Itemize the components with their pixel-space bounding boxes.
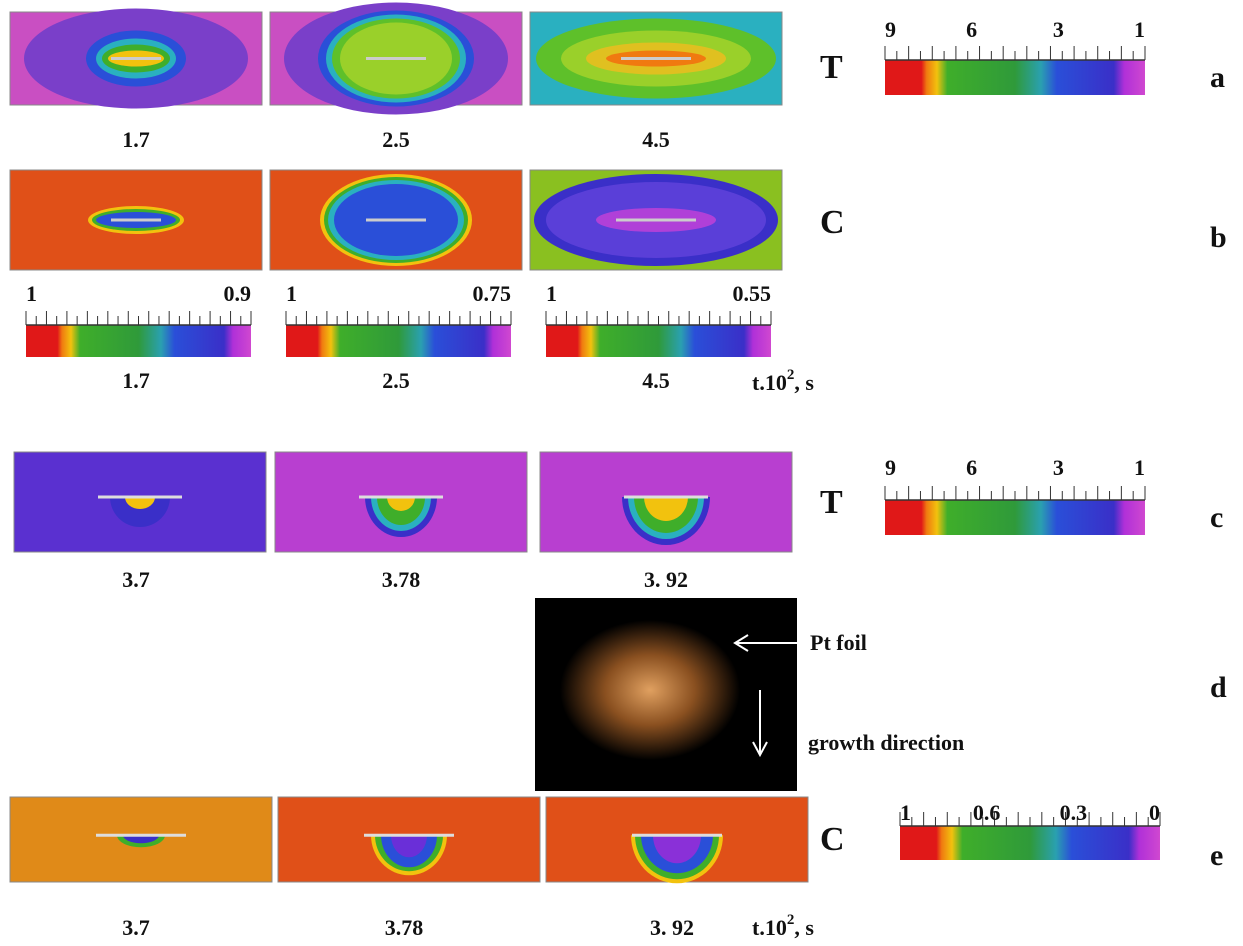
time-label: 2.5 — [382, 368, 410, 393]
scale-label: 0.3 — [1060, 800, 1088, 825]
annotation: growth direction — [808, 730, 964, 755]
crystal — [560, 620, 740, 760]
time-label: 1.7 — [122, 127, 150, 152]
contour — [653, 835, 701, 864]
unit-base: t.10 — [752, 915, 787, 940]
contour — [644, 497, 688, 521]
unit-base: t.10 — [752, 370, 787, 395]
colorbar — [885, 60, 1145, 95]
unit-exp: 2 — [787, 367, 795, 383]
colorbar — [26, 325, 251, 357]
unit-exp: 2 — [787, 912, 795, 928]
time-label: 3.7 — [122, 567, 150, 592]
scale-label: 0.9 — [224, 281, 252, 306]
panel-label: c — [1210, 501, 1223, 534]
symbol: C — [820, 821, 845, 858]
panel-label: e — [1210, 839, 1223, 872]
contour — [110, 497, 170, 527]
contour — [123, 835, 159, 844]
colorbar — [546, 325, 771, 357]
scale-label: 1 — [1134, 455, 1145, 480]
time-label: 3. 92 — [650, 915, 694, 940]
colorbar — [286, 325, 511, 357]
colorbar — [900, 826, 1160, 860]
scale-label: 1 — [26, 281, 37, 306]
unit-tail: , s — [794, 370, 814, 395]
annotation: Pt foil — [810, 630, 867, 655]
unit-tail: , s — [794, 915, 814, 940]
scale-label: 0 — [1149, 800, 1160, 825]
scale-label: 6 — [966, 455, 977, 480]
colorbar — [885, 500, 1145, 535]
unit-label: t.102, s — [752, 912, 814, 940]
panel-label: a — [1210, 61, 1225, 94]
contour — [125, 497, 155, 509]
time-label: 3. 92 — [644, 567, 688, 592]
symbol: T — [820, 49, 843, 86]
time-label: 4.5 — [642, 368, 670, 393]
panel-label: b — [1210, 221, 1227, 254]
symbol: T — [820, 484, 843, 521]
time-label: 2.5 — [382, 127, 410, 152]
scale-label: 1 — [286, 281, 297, 306]
scale-label: 0.75 — [473, 281, 512, 306]
arrow — [752, 690, 768, 758]
scale-label: 0.6 — [973, 800, 1001, 825]
scale-label: 9 — [885, 17, 896, 42]
contour — [391, 835, 427, 858]
time-label: 3.7 — [122, 915, 150, 940]
time-label: 1.7 — [122, 368, 150, 393]
panel-label: d — [1210, 671, 1227, 704]
scale-label: 1 — [900, 800, 911, 825]
scale-label: 9 — [885, 455, 896, 480]
scale-label: 3 — [1053, 455, 1064, 480]
time-label: 4.5 — [642, 127, 670, 152]
scale-label: 0.55 — [733, 281, 772, 306]
contour — [387, 497, 415, 511]
time-label: 3.78 — [385, 915, 424, 940]
scale-label: 1 — [1134, 17, 1145, 42]
scale-label: 6 — [966, 17, 977, 42]
scale-label: 3 — [1053, 17, 1064, 42]
unit-label: t.102, s — [752, 367, 814, 395]
arrow — [733, 634, 800, 652]
scale-label: 1 — [546, 281, 557, 306]
time-label: 3.78 — [382, 567, 421, 592]
symbol: C — [820, 204, 845, 241]
